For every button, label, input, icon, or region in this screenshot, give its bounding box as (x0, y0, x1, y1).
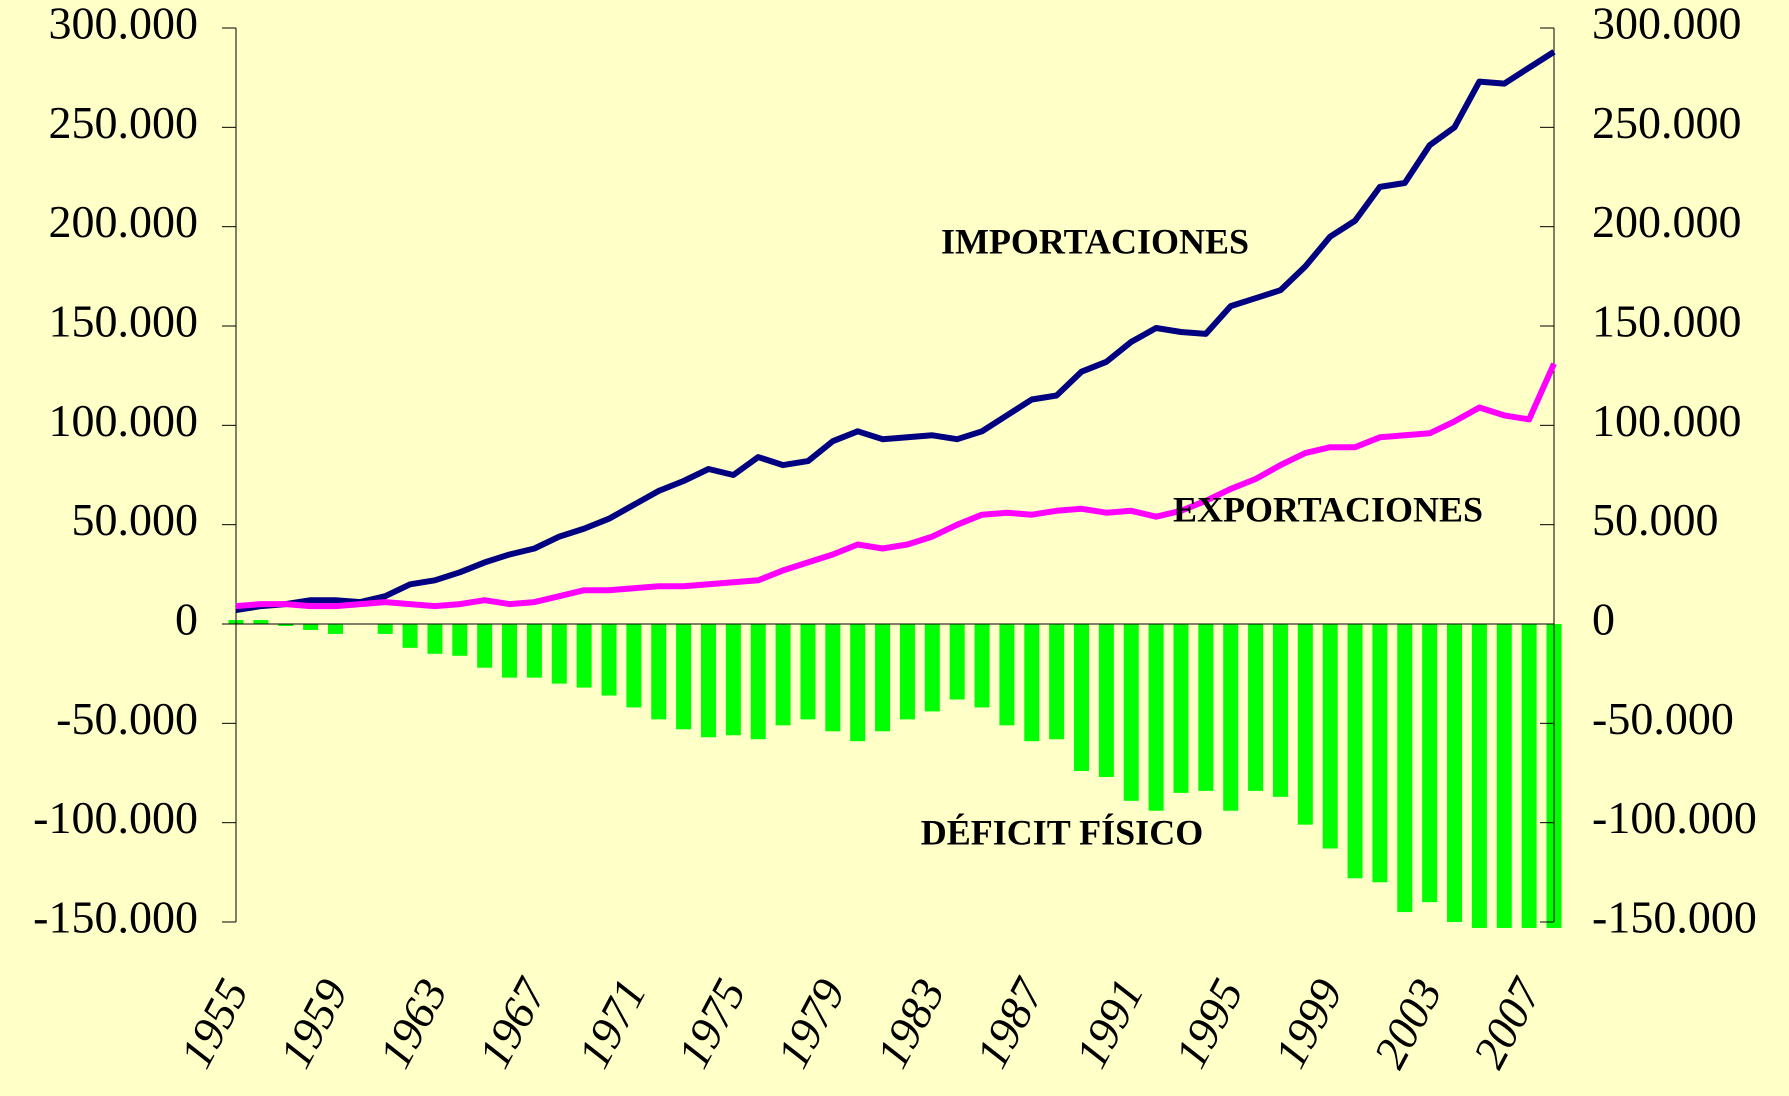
y2-tick-label: 150.000 (1592, 296, 1742, 347)
bar (303, 624, 319, 630)
bar (1297, 624, 1313, 825)
x-tick-label: 1955 (170, 971, 258, 1076)
x-tick-label: 1967 (468, 969, 557, 1076)
bar (1347, 624, 1363, 879)
bar (1521, 624, 1537, 928)
bar (1248, 624, 1264, 791)
bar (924, 624, 940, 712)
bar (278, 624, 294, 626)
bar (800, 624, 816, 720)
bar (899, 624, 915, 720)
bar (1496, 624, 1512, 928)
bar (452, 624, 468, 656)
x-tick-label: 1963 (369, 971, 457, 1076)
y-tick-label: 300.000 (49, 0, 199, 49)
bar (526, 624, 542, 678)
y2-tick-label: 200.000 (1592, 196, 1742, 247)
y2-tick-label: 300.000 (1592, 0, 1742, 49)
bar (327, 624, 343, 634)
bar (576, 624, 592, 688)
bar (402, 624, 418, 648)
y-tick-label: 200.000 (49, 196, 199, 247)
bar (651, 624, 667, 720)
bar (700, 624, 716, 738)
y-tick-label: 250.000 (49, 97, 199, 148)
x-tick-label: 1975 (667, 971, 755, 1076)
bar (676, 624, 692, 730)
y-tick-label: 50.000 (72, 494, 199, 545)
bar (1223, 624, 1239, 811)
bar (1198, 624, 1214, 791)
y2-tick-label: 250.000 (1592, 97, 1742, 148)
y-tick-label: 0 (175, 594, 198, 645)
annotation: DÉFICIT FÍSICO (921, 812, 1203, 852)
x-tick-label: 1979 (767, 971, 855, 1076)
x-tick-label: 1987 (966, 969, 1055, 1076)
bar (1397, 624, 1413, 913)
bar (1123, 624, 1139, 801)
line (235, 362, 1557, 610)
plot: -150.000 -100.000 -50.000 0 50.000 100.000 150… (33, 0, 1757, 1076)
x-tick-label: 1959 (269, 971, 357, 1076)
x-tick-label: 2003 (1364, 971, 1452, 1076)
bar (1447, 624, 1463, 922)
y-tick-label: 150.000 (49, 296, 199, 347)
line (235, 49, 1556, 614)
bar (1049, 624, 1065, 740)
bar (1173, 624, 1189, 793)
y2-tick-label: -100.000 (1592, 792, 1757, 843)
bar (974, 624, 990, 708)
bar (626, 624, 642, 708)
x-tick-label: 1983 (866, 971, 954, 1076)
bar (1098, 624, 1114, 777)
y-tick-label: -100.000 (33, 792, 198, 843)
bar (1074, 624, 1090, 772)
bar (601, 624, 617, 696)
bar (1272, 624, 1288, 797)
y2-tick-label: 0 (1592, 594, 1615, 645)
y-tick-label: -50.000 (56, 693, 198, 744)
bar (875, 624, 891, 732)
bar (825, 624, 841, 732)
x-tick-label: 2007 (1463, 969, 1552, 1076)
y2-tick-label: -150.000 (1592, 892, 1757, 943)
bar (253, 620, 269, 624)
x-tick-label: 1995 (1165, 971, 1253, 1076)
bar (725, 624, 741, 736)
bar (1372, 624, 1388, 883)
y2-tick-label: 100.000 (1592, 395, 1742, 446)
bar (427, 624, 443, 654)
x-tick-label: 1999 (1264, 971, 1352, 1076)
bar (999, 624, 1015, 726)
bar (1322, 624, 1338, 849)
x-tick-label: 1971 (568, 971, 656, 1076)
bar (1471, 624, 1487, 928)
bar (949, 624, 965, 700)
bar (1024, 624, 1040, 742)
bar (502, 624, 518, 678)
bar (1422, 624, 1438, 903)
bar (477, 624, 493, 668)
annotation: IMPORTACIONES (941, 221, 1249, 261)
bar (377, 624, 393, 634)
y2-tick-label: -50.000 (1592, 693, 1734, 744)
bar (750, 624, 766, 740)
x-tick-label: 1991 (1065, 971, 1153, 1076)
y-tick-label: 100.000 (49, 395, 199, 446)
bar (1148, 624, 1164, 811)
annotation: EXPORTACIONES (1173, 489, 1483, 529)
y2-tick-label: 50.000 (1592, 494, 1719, 545)
bar (551, 624, 567, 684)
y-tick-label: -150.000 (33, 892, 198, 943)
bar (775, 624, 791, 726)
bar (850, 624, 866, 742)
